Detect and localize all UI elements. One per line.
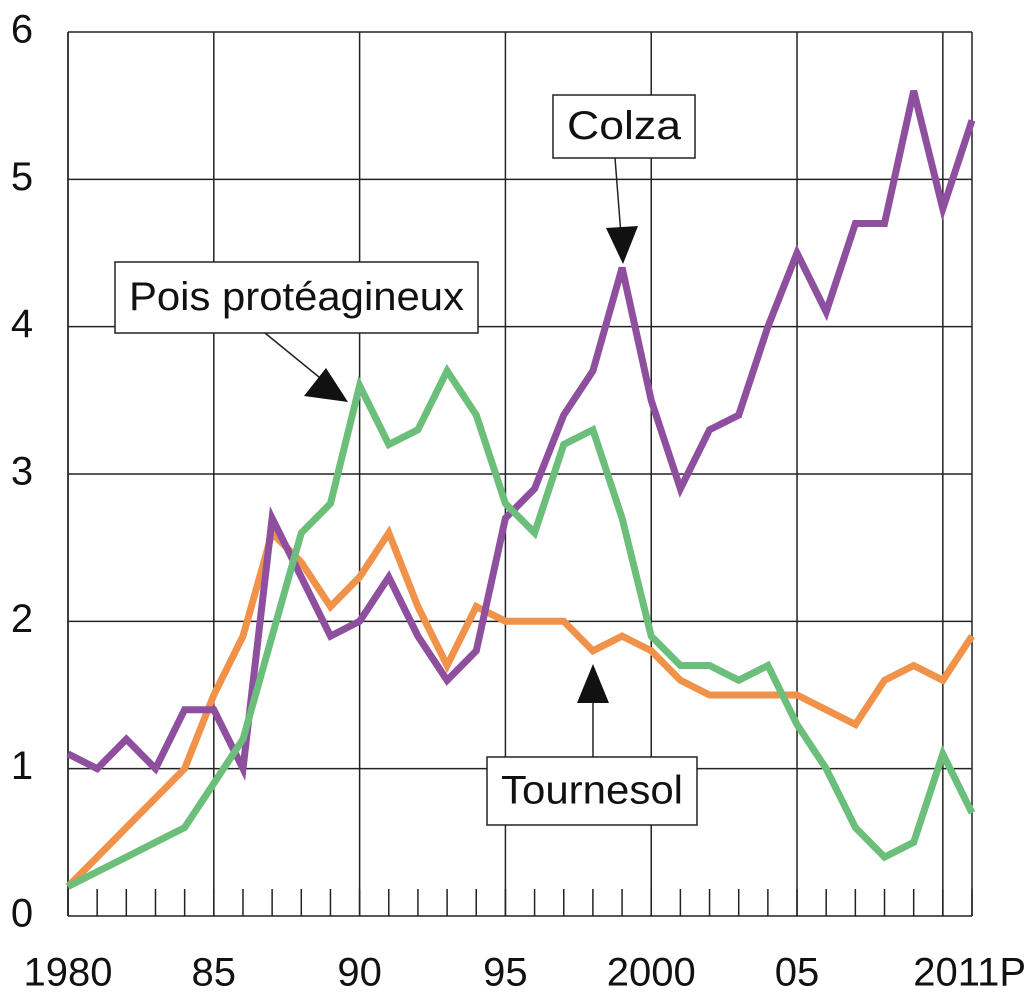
y-tick-label: 5 <box>11 155 33 199</box>
y-tick-label: 2 <box>11 597 33 641</box>
series-label: Pois protéagineux <box>129 275 464 319</box>
series-label: Tournesol <box>501 769 683 813</box>
arrow <box>614 157 622 236</box>
arrowhead <box>577 664 609 703</box>
y-tick-label: 6 <box>11 8 33 52</box>
arrow <box>264 332 326 383</box>
series-line <box>66 90 976 781</box>
y-tick-label: 3 <box>11 450 33 494</box>
x-tick-label: 90 <box>337 951 382 995</box>
x-tick-label: 1980 <box>24 951 113 995</box>
y-tick-label: 0 <box>11 892 33 936</box>
x-tick-label: 85 <box>192 951 237 995</box>
x-tick-label: 95 <box>483 951 528 995</box>
label-box <box>486 756 698 826</box>
label-box <box>552 94 696 159</box>
x-tick-label: 05 <box>775 951 820 995</box>
x-tick-label: 2011P <box>913 951 1026 995</box>
series-line <box>65 525 975 889</box>
label-box <box>114 261 479 334</box>
series-line <box>66 363 976 890</box>
series-label: Colza <box>567 104 682 148</box>
y-tick-label: 4 <box>11 302 33 346</box>
lines <box>65 90 976 890</box>
y-tick-label: 1 <box>11 744 33 788</box>
arrowhead <box>304 368 348 402</box>
annotations: Colza Pois protéagineux Tournesol <box>114 94 698 826</box>
x-tick-label: 2000 <box>607 951 696 995</box>
arrowhead <box>606 226 638 264</box>
